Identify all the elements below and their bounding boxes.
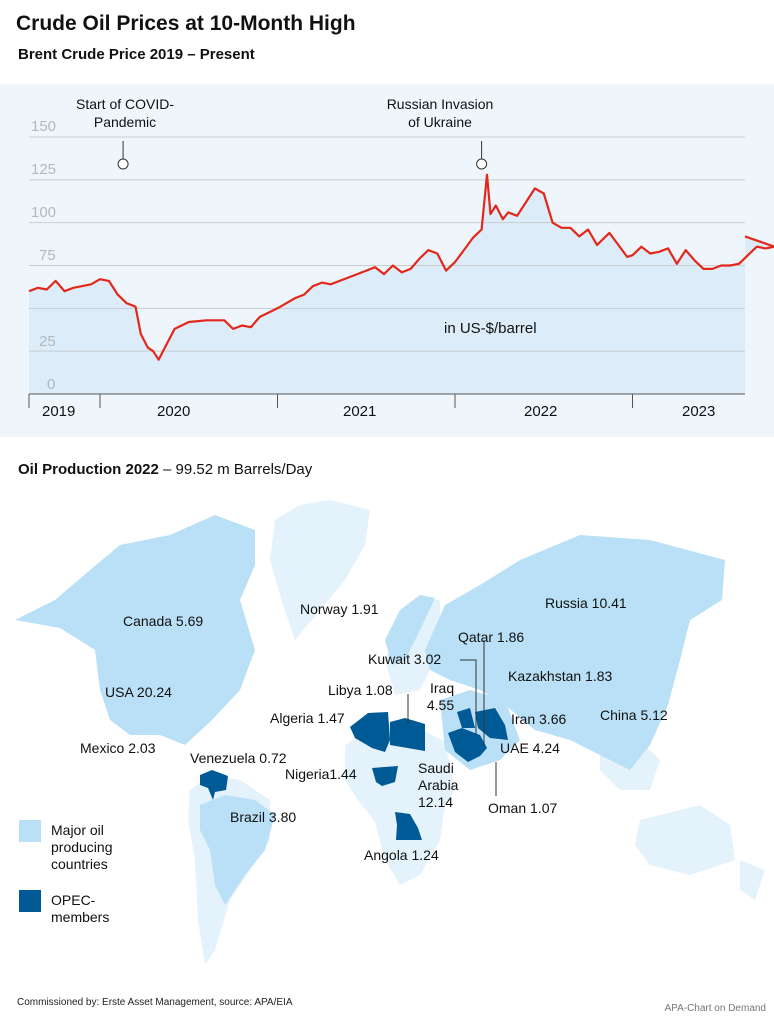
label-china: China 5.12 — [600, 707, 668, 723]
country-angola — [395, 812, 422, 840]
label-iraq-name: Iraq — [430, 680, 455, 696]
price-line — [28, 173, 774, 361]
legend-major-line1: Major oil — [51, 822, 104, 838]
country-nigeria — [372, 766, 398, 786]
map-title: Oil Production 2022 – 99.52 m Barrels/Da… — [18, 461, 312, 478]
unit-label: in US-$/barrel — [444, 320, 537, 337]
y-tick-125: 125 — [31, 161, 57, 178]
label-mexico: Mexico 2.03 — [80, 740, 156, 756]
legend-major-line2: producing — [51, 839, 113, 855]
label-libya: Libya 1.08 — [328, 682, 393, 698]
label-norway: Norway 1.91 — [300, 601, 379, 617]
map-title-bold: Oil Production 2022 — [18, 461, 159, 478]
country-saudi-arabia — [448, 728, 487, 762]
price-chart — [28, 136, 774, 408]
y-tick-75: 75 — [39, 247, 56, 264]
label-qatar: Qatar 1.86 — [458, 629, 525, 645]
y-tick-100: 100 — [31, 204, 57, 221]
annotation-invasion-line2: of Ukraine — [408, 114, 472, 130]
country-algeria — [350, 712, 390, 752]
label-kazakhstan: Kazakhstan 1.83 — [508, 668, 613, 684]
annotation-marker-0 — [117, 158, 129, 170]
label-canada: Canada 5.69 — [123, 613, 204, 629]
label-uae: UAE 4.24 — [500, 740, 560, 756]
label-oman: Oman 1.07 — [488, 800, 558, 816]
world-map — [15, 500, 765, 965]
country-norway — [385, 595, 435, 665]
country-iran — [475, 708, 508, 740]
annotation-covid-line1: Start of COVID- — [75, 96, 175, 112]
annotation-invasion-line1: Russian Invasion — [386, 96, 494, 112]
country-brazil — [200, 795, 275, 905]
label-kuwait: Kuwait 3.02 — [368, 651, 442, 667]
country-russia-kazakhstan-china — [425, 535, 725, 770]
label-brazil: Brazil 3.80 — [230, 809, 297, 825]
label-iraq-value: 4.55 — [426, 697, 455, 713]
annotation-marker-1 — [476, 158, 488, 170]
legend-major-line3: countries — [51, 856, 108, 872]
label-angola: Angola 1.24 — [364, 847, 439, 863]
area-fill — [29, 174, 774, 394]
legend-major-swatch — [19, 820, 41, 842]
annotation-covid-line2: Pandemic — [93, 114, 157, 130]
label-algeria: Algeria 1.47 — [270, 710, 345, 726]
page-title: Crude Oil Prices at 10-Month High — [16, 12, 356, 35]
label-iran: Iran 3.66 — [511, 711, 567, 727]
year-label-2023: 2023 — [682, 403, 716, 420]
label-saudi-arabia: Saudi Arabia 12.14 — [418, 760, 458, 811]
year-label-2021: 2021 — [343, 403, 377, 420]
annotation-invasion: Russian Invasion of Ukraine — [370, 95, 510, 131]
legend-major-label: Major oil producing countries — [51, 822, 113, 873]
opec-members — [200, 708, 508, 840]
country-iraq — [457, 708, 475, 728]
chart-subtitle: Brent Crude Price 2019 – Present — [18, 46, 255, 63]
label-saudi-line2: Arabia — [418, 777, 459, 793]
label-saudi-line1: Saudi — [418, 760, 454, 776]
major-producers — [15, 515, 725, 905]
label-iraq: Iraq 4.55 — [424, 680, 454, 714]
annotation-covid: Start of COVID- Pandemic — [60, 95, 190, 131]
leader-lines — [407, 640, 497, 796]
year-label-2019: 2019 — [42, 403, 76, 420]
country-libya — [390, 718, 425, 751]
y-tick-150: 150 — [31, 118, 57, 135]
legend-opec-swatch — [19, 890, 41, 912]
credit-note: APA-Chart on Demand — [664, 1003, 766, 1014]
y-tick-25: 25 — [39, 333, 56, 350]
label-nigeria: Nigeria1.44 — [285, 766, 357, 782]
legend-opec-label: OPEC- members — [51, 892, 109, 926]
country-north-america — [15, 515, 255, 745]
source-note: Commissioned by: Erste Asset Management,… — [17, 997, 293, 1008]
label-saudi-value: 12.14 — [418, 794, 454, 810]
legend-opec-line2: members — [51, 909, 110, 925]
label-russia: Russia 10.41 — [545, 595, 627, 611]
country-venezuela — [200, 770, 228, 800]
year-label-2022: 2022 — [524, 403, 558, 420]
label-usa: USA 20.24 — [105, 684, 172, 700]
year-label-2020: 2020 — [157, 403, 191, 420]
legend-opec-line1: OPEC- — [51, 892, 96, 908]
label-venezuela: Venezuela 0.72 — [190, 750, 287, 766]
y-tick-0: 0 — [47, 376, 56, 393]
map-title-total: – 99.52 m Barrels/Day — [163, 461, 313, 478]
